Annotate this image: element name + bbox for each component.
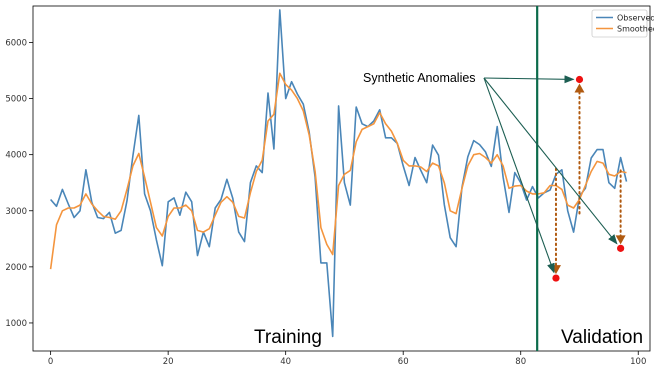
y-tick-label: 5000 bbox=[5, 95, 27, 105]
x-tick-label: 40 bbox=[280, 357, 291, 366]
anomaly-arrow bbox=[483, 77, 618, 245]
series-line-observed bbox=[49, 9, 628, 338]
legend-label-observed: Observed bbox=[617, 14, 654, 23]
anomaly-arrow bbox=[483, 75, 575, 84]
y-tick-label: 3000 bbox=[5, 207, 27, 217]
anomaly-point bbox=[617, 244, 625, 252]
y-tick-label: 6000 bbox=[5, 38, 27, 48]
anomaly-triangle-marker bbox=[574, 83, 585, 93]
y-tick-label: 2000 bbox=[5, 263, 27, 273]
x-tick-label: 20 bbox=[163, 357, 174, 366]
y-tick-label: 1000 bbox=[5, 319, 27, 329]
x-tick-label: 60 bbox=[398, 357, 409, 366]
annotation-validation: Validation bbox=[561, 327, 643, 348]
y-tick-label: 4000 bbox=[5, 151, 27, 161]
anomaly-point bbox=[575, 75, 584, 84]
series-layer bbox=[49, 9, 628, 338]
annotation-training: Training bbox=[254, 327, 322, 348]
series-line-smoothed bbox=[49, 72, 627, 270]
x-tick-label: 0 bbox=[48, 357, 53, 366]
anomaly-layer bbox=[483, 75, 626, 282]
anomaly-arrow bbox=[483, 77, 555, 274]
x-tick-label: 80 bbox=[515, 357, 526, 366]
legend: Observed Smoothed bbox=[591, 9, 654, 38]
annotation-synthetic-anomalies: Synthetic Anomalies bbox=[363, 71, 476, 85]
legend-label-smoothed: Smoothed bbox=[617, 25, 654, 34]
anomaly-triangle-marker bbox=[615, 235, 626, 245]
axis-ticks: 0 20 40 60 80 100 1000 2000 3000 4000 5000 6000 bbox=[5, 38, 646, 366]
anomaly-point bbox=[552, 274, 560, 282]
x-tick-label: 100 bbox=[630, 357, 646, 366]
